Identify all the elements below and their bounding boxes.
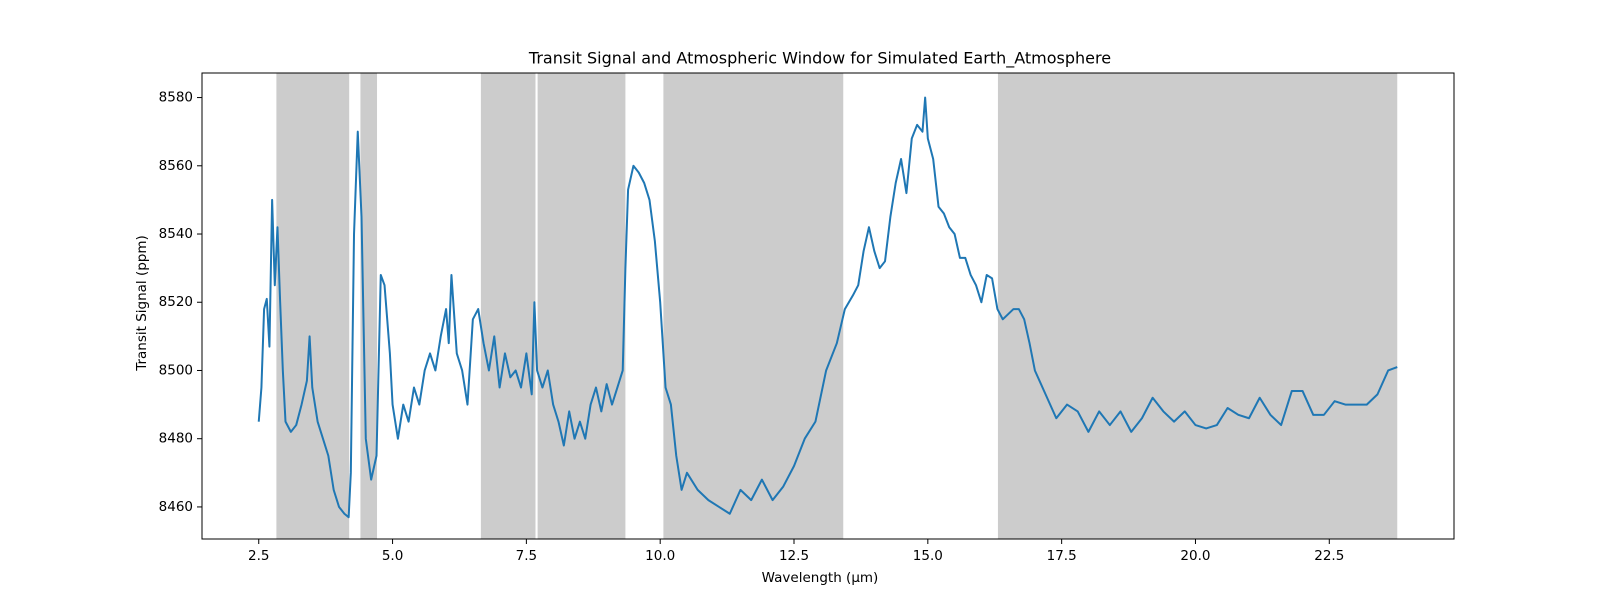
- y-tick-label: 8500: [159, 362, 193, 378]
- window-span: [997, 73, 1398, 539]
- window-span: [276, 73, 350, 539]
- y-tick-label: 8580: [159, 90, 193, 106]
- y-tick-label: 8460: [159, 499, 193, 515]
- chart-title: Transit Signal and Atmospheric Window fo…: [528, 49, 1111, 69]
- y-tick-label: 8540: [159, 226, 193, 242]
- x-tick-label: 22.5: [1314, 548, 1344, 564]
- x-tick-label: 5.0: [382, 548, 403, 564]
- window-span: [537, 73, 626, 539]
- x-axis-label: Wavelength (μm): [762, 570, 879, 586]
- signal-line: [257, 96, 1398, 519]
- y-axis-label: Transit Signal (ppm): [134, 235, 150, 372]
- x-tick-label: 2.5: [248, 548, 269, 564]
- window-span: [663, 73, 844, 539]
- y-tick-label: 8560: [159, 158, 193, 174]
- x-tick-label: 17.5: [1047, 548, 1077, 564]
- axes-frame: [201, 72, 1455, 540]
- y-tick-label: 8520: [159, 294, 193, 310]
- x-tick-label: 12.5: [779, 548, 809, 564]
- x-tick-label: 7.5: [516, 548, 537, 564]
- x-tick-label: 10.0: [645, 548, 675, 564]
- x-tick-label: 15.0: [913, 548, 943, 564]
- window-span: [480, 73, 536, 539]
- x-tick-label: 20.0: [1180, 548, 1210, 564]
- y-tick-label: 8480: [159, 431, 193, 447]
